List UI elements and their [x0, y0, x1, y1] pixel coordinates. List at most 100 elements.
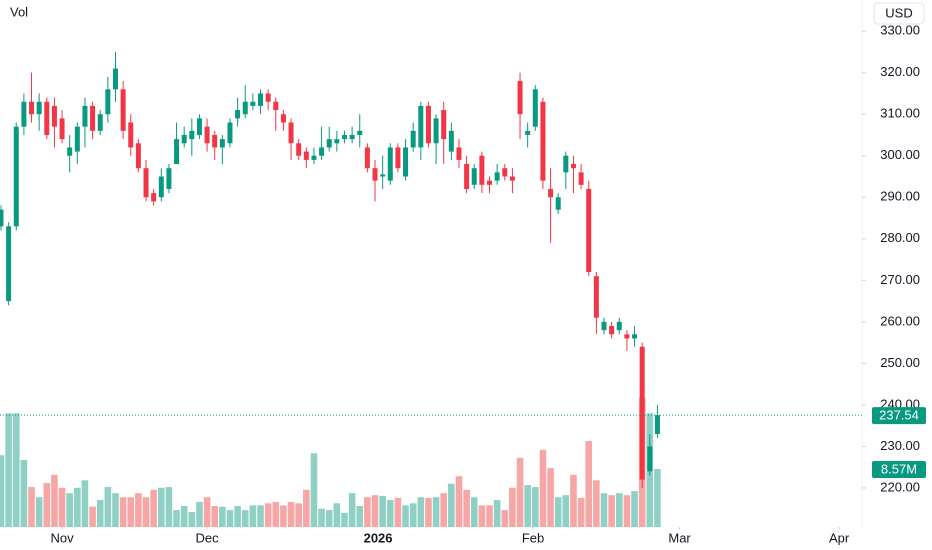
- x-tick-label: 2026: [364, 530, 393, 545]
- volume-bar: [562, 495, 570, 527]
- candle-body: [97, 114, 103, 131]
- volume-bar: [43, 482, 51, 527]
- volume-bar: [81, 480, 89, 527]
- candle-body: [464, 164, 470, 189]
- volume-bar: [539, 449, 547, 527]
- volume-bar: [341, 512, 348, 527]
- volume-bar: [96, 499, 104, 527]
- candle-body: [654, 415, 660, 434]
- volume-bar: [417, 497, 425, 527]
- candle-body: [555, 197, 561, 210]
- candle-body: [74, 126, 80, 152]
- volume-bar: [448, 483, 455, 527]
- candle-body: [288, 122, 294, 144]
- candle-body: [433, 118, 439, 144]
- volume-bar: [0, 455, 5, 527]
- candle-body: [51, 105, 57, 127]
- candle-body: [509, 176, 515, 181]
- y-tick-label: 260.00: [880, 313, 920, 328]
- volume-bar: [348, 493, 356, 527]
- volume-bar: [5, 413, 12, 527]
- candle-body: [387, 147, 393, 181]
- candle-body: [357, 130, 363, 135]
- candle-body: [517, 80, 523, 115]
- candle-body: [151, 193, 157, 202]
- volume-bar: [532, 487, 539, 527]
- volume-bar: [509, 487, 516, 527]
- volume-bar: [585, 441, 593, 527]
- volume-bar: [127, 497, 135, 527]
- candle-body: [212, 134, 218, 148]
- volume-bar: [226, 510, 234, 527]
- candle-body: [29, 101, 35, 115]
- volume-bar: [440, 493, 448, 527]
- volume-bar: [211, 506, 219, 527]
- candle-body: [196, 118, 202, 135]
- candle-body: [258, 93, 264, 106]
- candle-body: [67, 147, 73, 156]
- volume-bar: [425, 497, 432, 527]
- volume-legend: Vol: [10, 4, 28, 19]
- volume-bar: [463, 489, 470, 527]
- volume-bar: [257, 505, 264, 527]
- currency-label[interactable]: USD: [885, 5, 912, 20]
- candle-body: [525, 130, 531, 135]
- volume-bar: [264, 503, 272, 527]
- volume-bar: [325, 510, 333, 527]
- candle-body: [425, 105, 431, 144]
- volume-bar: [501, 510, 509, 527]
- volume-bar: [631, 491, 638, 527]
- y-tick-label: 270.00: [880, 272, 920, 287]
- volume-bar: [432, 497, 440, 527]
- candle-body: [21, 101, 27, 127]
- candle-body: [479, 155, 485, 185]
- volume-bar: [493, 499, 501, 527]
- candle-body: [242, 101, 248, 115]
- x-tick-label: Mar: [668, 530, 691, 545]
- y-tick-label: 250.00: [880, 355, 920, 370]
- candle-body: [219, 139, 225, 148]
- volume-bar: [486, 505, 493, 527]
- currency-button[interactable]: [873, 2, 925, 25]
- x-tick-label: Apr: [829, 530, 850, 545]
- candle-body: [319, 147, 325, 156]
- x-tick-label: Feb: [522, 530, 544, 545]
- volume-bar: [615, 493, 623, 527]
- volume-bar: [234, 506, 241, 527]
- candle-body: [349, 134, 355, 140]
- candle-body: [13, 126, 19, 227]
- volume-bar: [142, 497, 150, 527]
- y-tick-label: 220.00: [880, 479, 920, 494]
- volume-bar: [554, 497, 562, 527]
- volume-bar: [577, 497, 585, 527]
- candle-body: [311, 155, 317, 160]
- volume-bar: [654, 468, 661, 527]
- candle-body: [189, 130, 195, 140]
- volume-bar: [409, 503, 417, 527]
- y-tick-label: 330.00: [880, 23, 920, 38]
- candle-body: [273, 101, 279, 111]
- volume-bar: [394, 497, 402, 527]
- volume-bar: [318, 508, 325, 527]
- candle-body: [448, 130, 454, 152]
- candle-body: [441, 110, 447, 140]
- volume-bar: [356, 506, 364, 527]
- candle-body: [334, 139, 340, 144]
- volume-bar: [104, 487, 112, 527]
- volume-bar: [157, 487, 165, 527]
- candle-body: [265, 93, 271, 102]
- candle-body: [540, 101, 546, 181]
- volume-bar: [89, 506, 96, 527]
- volume-bar: [272, 501, 280, 527]
- volume-bar: [303, 489, 310, 527]
- candle-body: [380, 174, 386, 177]
- volume-bar: [180, 506, 188, 527]
- last-price-tag: [872, 407, 926, 425]
- candle-body: [227, 122, 233, 144]
- candle-body: [82, 105, 88, 127]
- candle-body: [135, 143, 141, 169]
- candle-body: [36, 101, 42, 115]
